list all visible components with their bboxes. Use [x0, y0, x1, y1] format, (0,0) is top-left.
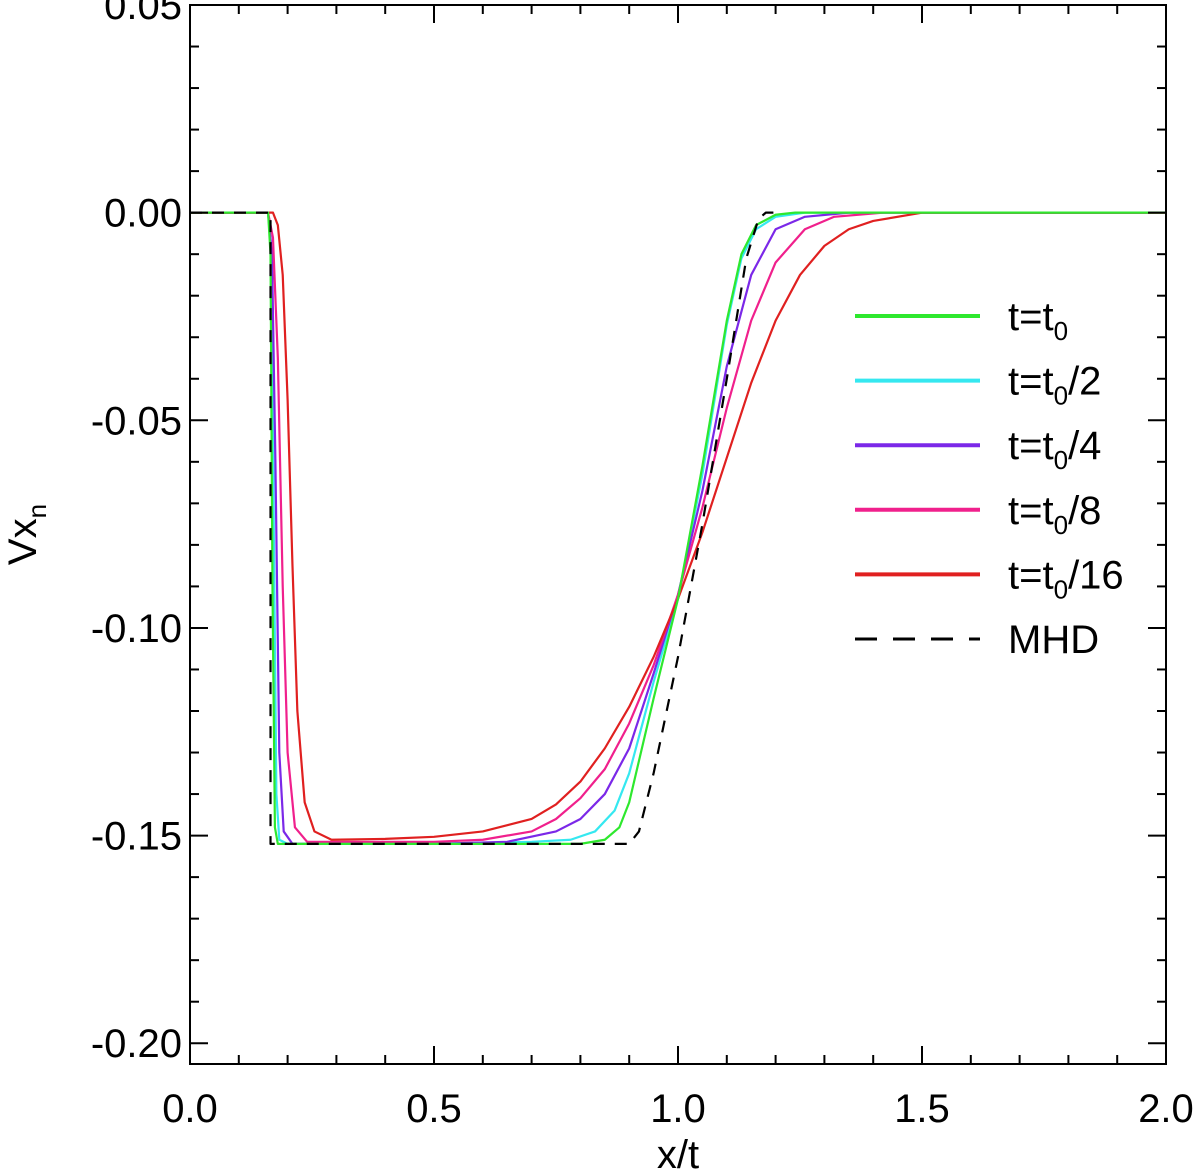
legend-label: t=t0/4 [1008, 424, 1101, 475]
legend-label: t=t0 [1008, 295, 1068, 346]
series-line-mhd [190, 211, 781, 845]
series-line-t-t0-4 [190, 211, 1166, 845]
legend-item: t=t0/8 [855, 489, 1101, 540]
x-tick-labels: 0.0 0.5 1.0 1.5 2.0 [162, 1087, 1194, 1131]
y-tick-label: -0.05 [91, 399, 182, 443]
legend-label: t=t0/16 [1008, 553, 1124, 604]
legend-item: t=t0 [855, 295, 1068, 346]
x-axis-label: x/t [657, 1133, 699, 1173]
y-tick-label: 0.05 [104, 0, 182, 28]
plot-frame [189, 4, 1167, 1065]
x-tick-label: 0.0 [162, 1087, 218, 1131]
y-tick-label: -0.20 [91, 1022, 182, 1066]
legend-item: t=t0/2 [855, 360, 1101, 411]
plot-area [189, 4, 1167, 1065]
legend-item: MHD [855, 618, 1099, 662]
legend: t=t0 t=t0/2 t=t0/4 t=t0/8 t=t0/16 MHD [855, 295, 1124, 662]
x-tick-label: 1.5 [894, 1087, 950, 1131]
x-tick-label: 0.5 [406, 1087, 462, 1131]
y-axis-label-base: Vx [1, 518, 45, 565]
y-tick-labels: -0.20 -0.15 -0.10 -0.05 0.00 0.05 [91, 0, 182, 1066]
legend-label: t=t0/8 [1008, 489, 1101, 540]
series-line-t-t0-2 [190, 211, 1166, 845]
legend-label: t=t0/2 [1008, 360, 1101, 411]
series-line-t-t0 [190, 211, 1166, 845]
series-line-t-t0-8 [190, 211, 1166, 843]
x-tick-label: 1.0 [650, 1087, 706, 1131]
legend-item: t=t0/16 [855, 553, 1124, 604]
y-tick-label: -0.10 [91, 607, 182, 651]
y-axis-label-subscript: n [22, 504, 52, 518]
series-group [190, 211, 1166, 845]
legend-item: t=t0/4 [855, 424, 1101, 475]
series-line-t-t0-16 [190, 211, 1166, 841]
legend-label: MHD [1008, 618, 1099, 662]
y-axis-label: Vxn [1, 504, 52, 565]
y-tick-label: -0.15 [91, 815, 182, 859]
y-tick-label: 0.00 [104, 192, 182, 236]
x-tick-label: 2.0 [1138, 1087, 1194, 1131]
axis-ticks [189, 4, 1167, 1064]
